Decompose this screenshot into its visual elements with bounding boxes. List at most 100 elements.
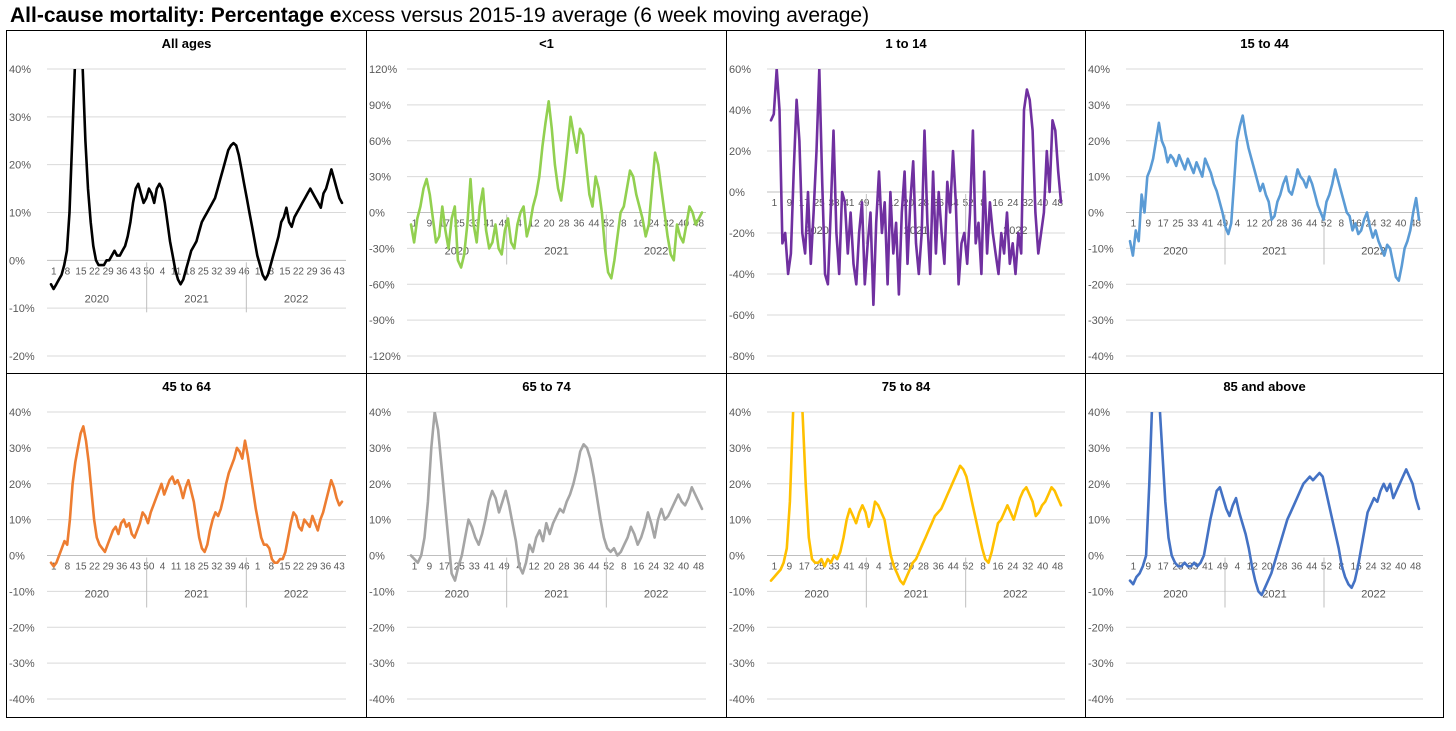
x-tick-label: 44 (948, 562, 960, 573)
x-tick-label: 22 (293, 562, 305, 573)
x-tick-label: 16 (992, 562, 1004, 573)
x-tick-label: 1 (772, 198, 778, 209)
year-label: 2022 (284, 293, 308, 305)
y-tick-label: 40% (1088, 64, 1110, 76)
y-tick-label: -10% (1088, 243, 1114, 255)
x-tick-label: 33 (1187, 562, 1199, 573)
series-line-under-1 (409, 100, 704, 280)
panel-title-15-to-44: 15 to 44 (1240, 36, 1289, 51)
x-tick-label: 36 (320, 562, 332, 573)
x-tick-label: 17 (439, 562, 451, 573)
x-tick-label: 49 (499, 562, 511, 573)
x-tick-label: 17 (1158, 219, 1170, 230)
year-label: 2022 (284, 589, 308, 601)
y-tick-label: 0% (369, 551, 385, 563)
x-tick-label: 20 (1262, 562, 1274, 573)
y-tick-label: -30% (369, 243, 395, 255)
y-tick-label: 20% (729, 479, 751, 491)
chart-panel-85-and-above: 85 and above -40% -30% -20% -10% 0% 10% 20% 30% 4… (1086, 374, 1443, 717)
series-line-65-to-74 (409, 412, 704, 582)
x-tick-label: 32 (1380, 219, 1392, 230)
year-label: 2021 (184, 589, 208, 601)
x-tick-label: 9 (427, 219, 433, 230)
x-tick-label: 36 (573, 219, 585, 230)
x-tick-label: 25 (198, 562, 210, 573)
x-tick-label: 12 (529, 219, 541, 230)
x-tick-label: 43 (130, 266, 142, 277)
x-tick-label: 16 (633, 219, 645, 230)
y-tick-label: 0% (369, 208, 385, 220)
y-tick-label: 30% (369, 443, 391, 455)
y-tick-label: 0% (1088, 551, 1104, 563)
x-tick-label: 24 (1365, 562, 1377, 573)
y-tick-label: 30% (1088, 100, 1110, 112)
figure-title-bold: All-cause mortality: Percentage e (10, 4, 342, 27)
x-tick-label: 48 (1410, 562, 1422, 573)
x-tick-label: 49 (858, 198, 870, 209)
x-tick-label: 50 (143, 562, 155, 573)
series-line-75-to-84 (769, 412, 1063, 586)
chart-45-to-64: 45 to 64-40%-30%-20%-10%0%10%20%30%40%1 8… (9, 379, 346, 706)
x-tick-label: 22 (89, 562, 101, 573)
y-tick-label: -40% (1088, 351, 1114, 363)
x-tick-label: 9 (1145, 219, 1151, 230)
chart-panel-under-1: <1 -120% -90% -60% -30% 0% 30% 60% 90% 120% 1 9 17 25… (367, 31, 727, 374)
x-tick-label: 20 (543, 562, 555, 573)
y-tick-label: 30% (1088, 443, 1110, 455)
x-tick-label: 49 (858, 562, 870, 573)
x-tick-label: 16 (1351, 562, 1363, 573)
x-tick-label: 25 (198, 266, 210, 277)
y-tick-label: -10% (1088, 586, 1114, 598)
year-label: 2022 (644, 246, 668, 258)
x-tick-label: 16 (633, 562, 645, 573)
x-tick-label: 48 (1052, 562, 1064, 573)
chart-85-and-above: 85 and above -40% -30% -20% -10% 0% 10% 20% 30% 4… (1088, 379, 1423, 706)
y-tick-label: 40% (9, 407, 31, 419)
y-tick-label: -20% (1088, 279, 1114, 291)
y-tick-label: 10% (1088, 172, 1110, 184)
y-tick-label: -80% (729, 351, 755, 363)
y-tick-label: -20% (729, 228, 755, 240)
y-tick-label: -20% (9, 351, 35, 363)
x-tick-label: 20 (903, 562, 915, 573)
year-label: 2020 (85, 589, 109, 601)
x-tick-label: 41 (843, 562, 855, 573)
x-tick-label: 28 (918, 562, 930, 573)
y-tick-label: -40% (369, 694, 395, 706)
y-tick-label: 40% (729, 407, 751, 419)
x-tick-label: 40 (678, 219, 690, 230)
x-tick-label: 4 (516, 219, 522, 230)
x-tick-label: 8 (621, 562, 627, 573)
x-tick-label: 9 (787, 562, 793, 573)
x-tick-label: 39 (225, 266, 237, 277)
y-tick-label: -20% (1088, 622, 1114, 634)
year-label: 2021 (544, 589, 568, 601)
y-tick-label: 40% (1088, 407, 1110, 419)
x-tick-label: 52 (1321, 562, 1333, 573)
x-tick-label: 36 (1291, 219, 1303, 230)
x-tick-label: 36 (320, 266, 332, 277)
x-tick-label: 8 (65, 562, 71, 573)
y-tick-label: -10% (369, 586, 395, 598)
x-tick-label: 32 (1022, 198, 1034, 209)
y-tick-label: 0% (9, 551, 25, 563)
x-tick-label: 4 (1235, 219, 1241, 230)
x-tick-label: 15 (279, 266, 291, 277)
chart-65-to-74: 65 to 74 -40% -30% -20% -10% 0% 10% 20% 30% 40% 1 9… (369, 379, 706, 706)
x-tick-label: 32 (663, 219, 675, 230)
y-tick-label: 120% (369, 64, 397, 76)
x-tick-label: 48 (1052, 198, 1064, 209)
x-tick-label: 32 (663, 562, 675, 573)
y-tick-label: -60% (729, 310, 755, 322)
x-tick-label: 32 (1380, 562, 1392, 573)
y-tick-label: 20% (369, 479, 391, 491)
x-tick-label: 11 (171, 562, 182, 573)
year-label: 2022 (1361, 246, 1385, 258)
y-tick-label: 40% (369, 407, 391, 419)
x-tick-label: 29 (306, 266, 318, 277)
y-tick-label: 60% (369, 136, 391, 148)
y-tick-label: 40% (729, 105, 751, 117)
y-tick-label: 10% (9, 208, 31, 220)
y-tick-label: 0% (729, 187, 745, 199)
chart-panel-75-to-84: 75 to 84 -40% -30% -20% -10% 0% 10% 20% 30% 40% 1 9… (727, 374, 1086, 717)
